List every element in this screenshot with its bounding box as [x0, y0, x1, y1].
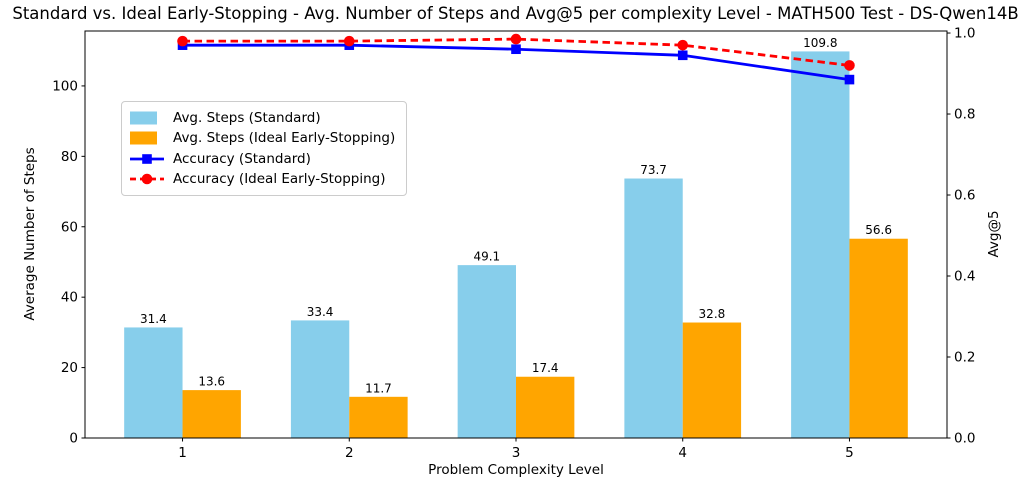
- legend-item-label: Accuracy (Standard): [173, 150, 311, 167]
- square-marker-icon: [844, 74, 855, 85]
- left-tick-label: 80: [61, 149, 78, 165]
- legend-item: Avg. Steps (Standard): [130, 108, 395, 128]
- circle-marker-icon: [677, 39, 689, 51]
- bar-value-label: 49.1: [473, 250, 500, 264]
- bar: [791, 51, 850, 439]
- x-tick-label: 5: [845, 445, 854, 461]
- right-tick-label: 1.0: [954, 26, 975, 42]
- right-tick-label: 0.8: [954, 107, 975, 123]
- bar-value-label: 33.4: [307, 305, 334, 319]
- right-tick-label: 0.2: [954, 350, 975, 366]
- bar-value-label: 17.4: [532, 361, 559, 375]
- x-tick-label: 2: [345, 445, 354, 461]
- bar: [849, 238, 908, 438]
- chart-title: Standard vs. Ideal Early-Stopping - Avg.…: [12, 4, 1019, 23]
- bar-value-label: 56.6: [865, 223, 892, 237]
- bar-value-label: 13.6: [198, 375, 225, 389]
- legend-item: Avg. Steps (Ideal Early-Stopping): [130, 129, 395, 149]
- bar: [682, 322, 742, 438]
- circle-marker-icon: [844, 60, 855, 71]
- bar-value-label: 32.8: [699, 307, 726, 321]
- bar: [124, 327, 183, 438]
- left-tick-label: 20: [61, 360, 78, 376]
- x-tick-label: 3: [512, 445, 521, 461]
- left-tick-label: 100: [52, 78, 78, 94]
- x-tick-label: 4: [678, 445, 687, 461]
- bar: [457, 265, 516, 438]
- legend-item: Accuracy (Standard): [130, 149, 395, 169]
- legend-item-label: Accuracy (Ideal Early-Stopping): [173, 171, 386, 188]
- legend-item-label: Avg. Steps (Ideal Early-Stopping): [173, 130, 396, 147]
- bar-value-label: 31.4: [140, 312, 167, 326]
- legend-line-icon: [130, 153, 164, 164]
- legend-item: Accuracy (Ideal Early-Stopping): [130, 170, 395, 190]
- left-tick-label: 40: [61, 290, 78, 306]
- right-tick-label: 0.4: [954, 269, 975, 285]
- left-tick-label: 60: [61, 219, 78, 235]
- accuracy-line: [182, 37, 850, 67]
- bar: [516, 376, 575, 438]
- right-tick-label: 0.0: [954, 431, 975, 447]
- line-series-ideal: [177, 33, 855, 71]
- bar-value-label: 109.8: [803, 36, 837, 50]
- line-series-standard: [177, 40, 855, 85]
- legend: Avg. Steps (Standard) Avg. Steps (Ideal E…: [121, 101, 408, 196]
- bar: [349, 396, 408, 438]
- square-marker-icon: [677, 50, 688, 61]
- bar-value-label: 73.7: [640, 163, 667, 177]
- bar: [182, 390, 241, 438]
- circle-marker-icon: [177, 35, 188, 47]
- bar-value-label: 11.7: [365, 381, 392, 395]
- bar-series-ideal: 13.6 11.7 17.4 32.8 56.6: [182, 223, 908, 438]
- left-tick-label: 0: [69, 431, 78, 447]
- legend-item-label: Avg. Steps (Standard): [173, 109, 321, 126]
- bar-series-standard: 31.4 33.4 49.1 73.7 109.8: [124, 36, 850, 439]
- legend-swatch-icon: [130, 131, 157, 145]
- circle-marker-icon: [343, 35, 355, 47]
- circle-marker-icon: [510, 33, 522, 45]
- bar: [290, 320, 350, 438]
- bar: [624, 178, 683, 438]
- right-tick-label: 0.6: [954, 188, 975, 204]
- legend-line-icon: [130, 173, 164, 185]
- square-marker-icon: [511, 44, 521, 55]
- x-tick-label: 1: [178, 445, 187, 461]
- x-axis-label: Problem Complexity Level: [428, 462, 604, 478]
- legend-swatch-icon: [130, 111, 157, 125]
